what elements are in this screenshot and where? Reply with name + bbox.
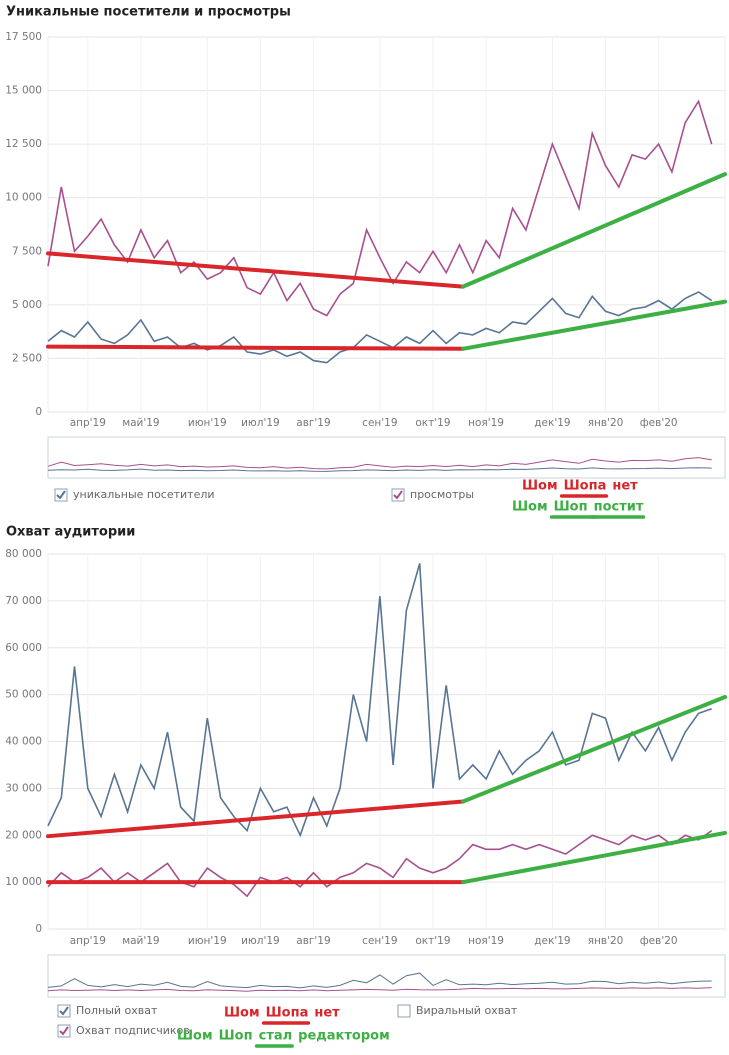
annotation-word: нет — [314, 1006, 340, 1021]
x-tick-label: янв'20 — [588, 417, 624, 429]
x-tick-label: янв'20 — [588, 935, 624, 947]
x-tick-label: сен'19 — [362, 935, 397, 947]
x-tick-label: дек'19 — [534, 935, 570, 947]
y-tick-label: 0 — [35, 923, 42, 935]
x-tick-label: окт'19 — [415, 935, 450, 947]
legend-label: Виральный охват — [416, 1004, 518, 1017]
annotation-word: Шом — [522, 479, 558, 494]
series-line — [47, 99, 713, 317]
y-tick-label: 17 500 — [5, 31, 42, 43]
legend-checkbox — [397, 1004, 411, 1018]
x-tick-label: авг'19 — [296, 417, 330, 429]
navigator-line — [47, 987, 712, 992]
y-tick-label: 2 500 — [12, 352, 42, 364]
x-tick-label: фев'20 — [640, 417, 678, 429]
series-line — [47, 829, 713, 898]
x-tick-label: июн'19 — [188, 417, 227, 429]
y-tick-label: 30 000 — [5, 782, 42, 794]
legend-checkbox-check — [59, 1006, 69, 1016]
y-tick-label: 20 000 — [5, 829, 42, 841]
y-tick-label: 10 000 — [5, 876, 42, 888]
x-tick-label: окт'19 — [415, 417, 450, 429]
navigator — [47, 436, 726, 479]
navigator-line — [47, 972, 712, 989]
x-tick-label: май'19 — [122, 417, 159, 429]
annotation-word: Шом — [512, 500, 548, 515]
y-tick-label: 7 500 — [12, 245, 42, 257]
trend-line — [461, 172, 727, 289]
y-tick-label: 50 000 — [5, 689, 42, 701]
x-tick-label: апр'19 — [70, 417, 106, 429]
y-tick-label: 40 000 — [5, 736, 42, 748]
y-tick-label: 10 000 — [5, 192, 42, 204]
series-line — [47, 563, 712, 838]
annotation-word: постит — [594, 500, 644, 515]
y-tick-label: 15 000 — [5, 85, 42, 97]
navigator-line — [47, 467, 712, 472]
annotation-word: Шопа — [564, 479, 607, 494]
trend-line — [46, 799, 466, 839]
annotation-word: Шопа — [266, 1006, 309, 1021]
x-tick-label: сен'19 — [362, 417, 397, 429]
y-tick-label: 80 000 — [5, 548, 42, 560]
annotation-word: редактором — [298, 1029, 390, 1044]
annotation-word: стал — [259, 1029, 293, 1044]
trend-line — [461, 694, 727, 804]
x-tick-label: ноя'19 — [468, 417, 504, 429]
x-tick-label: ноя'19 — [468, 935, 504, 947]
series-line — [47, 291, 713, 364]
x-tick-label: май'19 — [122, 935, 159, 947]
y-tick-label: 60 000 — [5, 642, 42, 654]
x-tick-label: авг'19 — [296, 935, 330, 947]
y-tick-label: 12 500 — [5, 138, 42, 150]
chart-title: Уникальные посетители и просмотры — [6, 5, 291, 20]
annotation-word: Шоп — [219, 1029, 253, 1044]
legend-checkbox-check — [59, 1026, 69, 1036]
legend-label: просмотры — [410, 488, 474, 501]
navigator — [47, 954, 726, 998]
trend-line — [461, 299, 727, 351]
x-tick-label: июл'19 — [241, 417, 280, 429]
x-tick-label: июн'19 — [188, 935, 227, 947]
legend-label: Полный охват — [76, 1004, 158, 1017]
legend-checkbox-check — [393, 490, 403, 500]
annotation-word: Шоп — [554, 500, 588, 515]
plot-area — [47, 36, 726, 413]
legend-checkbox-check — [56, 490, 66, 500]
annotation-word: нет — [612, 479, 638, 494]
y-tick-label: 70 000 — [5, 595, 42, 607]
annotation-word: Шом — [177, 1029, 213, 1044]
y-tick-label: 0 — [35, 406, 42, 418]
chart-title: Охват аудитории — [6, 525, 135, 540]
legend-label: уникальные посетители — [73, 488, 215, 501]
trend-line — [46, 251, 466, 289]
legend-label: Охват подписчиков — [76, 1024, 190, 1037]
trend-line — [46, 344, 466, 351]
navigator-line — [47, 457, 712, 470]
x-tick-label: фев'20 — [640, 935, 678, 947]
x-tick-label: апр'19 — [70, 935, 106, 947]
trend-line — [461, 830, 727, 885]
y-tick-label: 5 000 — [12, 299, 42, 311]
x-tick-label: июл'19 — [241, 935, 280, 947]
annotation-word: Шом — [224, 1006, 260, 1021]
x-tick-label: дек'19 — [534, 417, 570, 429]
